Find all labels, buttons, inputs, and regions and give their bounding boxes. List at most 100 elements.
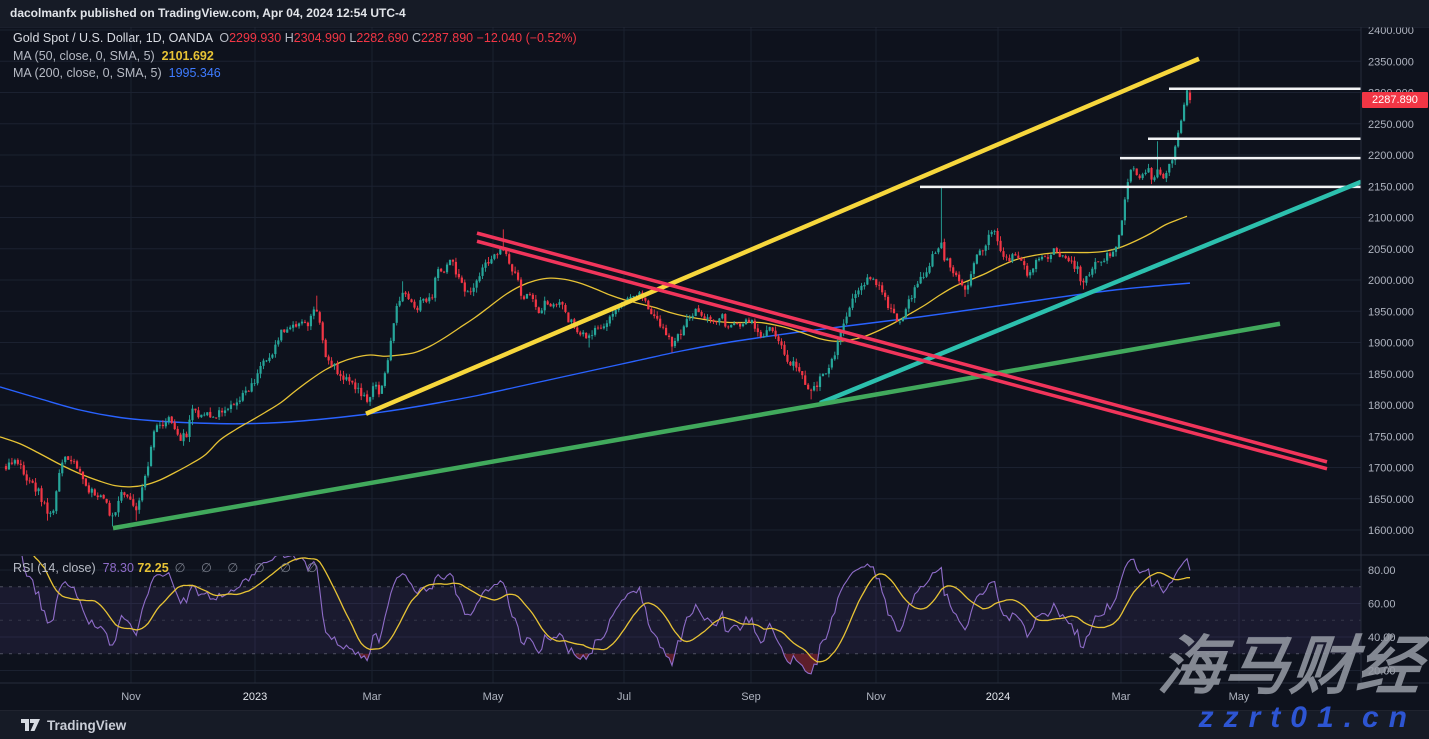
candle-body	[662, 326, 665, 328]
rsi-ma-value: 72.25	[137, 561, 169, 575]
candle-body	[40, 488, 43, 502]
candle-body	[549, 303, 552, 307]
price-axis-label-2350: 2350.000	[1368, 56, 1414, 68]
time-axis-label-May: May	[1229, 691, 1250, 703]
candle-body	[1064, 255, 1067, 259]
candle-body	[1108, 253, 1112, 257]
candle-body	[519, 279, 523, 296]
candle-body	[780, 341, 783, 346]
rsi-band	[0, 586, 1361, 655]
candle-body	[525, 293, 529, 299]
candle-body	[1156, 169, 1159, 178]
candle-body	[952, 267, 955, 274]
ascending-teal-trendline[interactable]	[819, 179, 1361, 406]
candle-body	[348, 377, 351, 382]
candle-body	[1005, 256, 1008, 258]
candle-body	[514, 271, 517, 273]
candle-body	[561, 301, 564, 305]
candle-body	[543, 300, 546, 311]
candle-body	[940, 242, 943, 248]
candle-body	[268, 357, 271, 361]
candle-body	[676, 334, 680, 341]
candle-body	[824, 373, 828, 375]
candle-body	[605, 323, 608, 327]
tradingview-brand-text[interactable]: TradingView	[47, 717, 127, 733]
candle-body	[108, 502, 111, 516]
candle-body	[271, 354, 274, 358]
candle-body	[1049, 255, 1052, 260]
candle-body	[889, 307, 893, 309]
candle-body	[1185, 90, 1189, 106]
candle-body	[540, 310, 543, 314]
candle-body	[990, 231, 993, 235]
candle-body	[300, 321, 304, 324]
candle-body	[1147, 168, 1150, 173]
candle-body	[522, 296, 526, 299]
candle-body	[333, 363, 336, 366]
candle-body	[209, 411, 212, 418]
candle-body	[1046, 257, 1050, 259]
candle-body	[309, 315, 312, 327]
candle-body	[960, 280, 964, 286]
candle-body	[10, 462, 14, 464]
candle-body	[925, 272, 928, 277]
time-axis-label-Nov: Nov	[121, 691, 141, 703]
candle-body	[774, 330, 777, 337]
candle-body	[1029, 272, 1032, 276]
tradingview-logo-icon[interactable]	[21, 718, 40, 733]
candle-body	[259, 365, 262, 374]
candle-body	[203, 414, 206, 416]
candle-body	[220, 410, 224, 413]
candle-body	[833, 355, 836, 360]
candle-body	[650, 308, 653, 315]
candle-body	[389, 340, 392, 361]
candle-body	[283, 329, 286, 333]
ascending-green-trendline[interactable]	[112, 321, 1281, 531]
candle-body	[419, 300, 422, 311]
candle-body	[599, 327, 603, 329]
candle-body	[158, 424, 162, 426]
candle-body	[555, 304, 558, 306]
candle-body	[99, 495, 102, 498]
candle-body	[173, 422, 176, 430]
candle-body	[1144, 172, 1147, 174]
candle-body	[955, 272, 958, 276]
candle-body	[934, 252, 937, 254]
candle-body	[1159, 169, 1162, 175]
candle-body	[818, 376, 822, 387]
candle-body	[493, 254, 496, 259]
candle-body	[756, 328, 759, 333]
candle-body	[46, 502, 49, 514]
candle-body	[881, 285, 884, 293]
candle-body	[1034, 260, 1038, 269]
candle-body	[747, 319, 751, 323]
drawing-objects[interactable]	[112, 56, 1361, 531]
candle-body	[644, 297, 647, 301]
candle-body	[1094, 261, 1097, 270]
descending-red-channel-lower[interactable]	[476, 239, 1328, 471]
candle-body	[141, 487, 144, 501]
descending-red-channel-upper[interactable]	[476, 231, 1328, 464]
candle-body	[821, 373, 825, 377]
axis-labels[interactable]: 2400.0002350.0002300.0002250.0002200.000…	[121, 25, 1414, 703]
candle-body	[1020, 258, 1023, 261]
candle-body	[963, 285, 967, 290]
ascending-yellow-trendline[interactable]	[365, 56, 1200, 416]
candle-body	[679, 333, 682, 335]
time-axis-label-2024: 2024	[986, 691, 1010, 703]
candle-body	[878, 284, 881, 286]
candle-body	[292, 324, 295, 328]
candle-body	[972, 263, 976, 274]
candle-body	[682, 326, 685, 336]
candle-body	[1117, 235, 1121, 248]
candle-body	[593, 327, 597, 335]
candle-body	[164, 422, 167, 427]
candle-body	[149, 446, 153, 466]
candle-body	[1076, 266, 1079, 270]
candle-body	[875, 279, 878, 286]
candle-body	[1168, 163, 1171, 173]
candle-body	[256, 373, 259, 384]
candle-body	[789, 361, 792, 366]
